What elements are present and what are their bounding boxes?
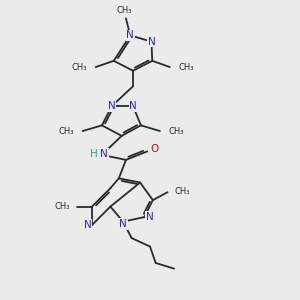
Text: N: N <box>100 149 108 159</box>
Text: CH₃: CH₃ <box>175 187 190 196</box>
Text: N: N <box>126 30 134 40</box>
Text: N: N <box>108 101 116 111</box>
Text: CH₃: CH₃ <box>179 63 194 72</box>
Text: N: N <box>84 220 92 230</box>
Text: H: H <box>89 149 97 159</box>
Text: CH₃: CH₃ <box>54 202 70 211</box>
Text: CH₃: CH₃ <box>58 127 74 136</box>
Text: CH₃: CH₃ <box>117 6 132 15</box>
Text: N: N <box>119 219 127 229</box>
Text: N: N <box>148 37 155 46</box>
Text: CH₃: CH₃ <box>71 63 87 72</box>
Text: N: N <box>146 212 153 222</box>
Text: CH₃: CH₃ <box>169 127 184 136</box>
Text: O: O <box>150 144 158 154</box>
Text: N: N <box>129 101 137 111</box>
